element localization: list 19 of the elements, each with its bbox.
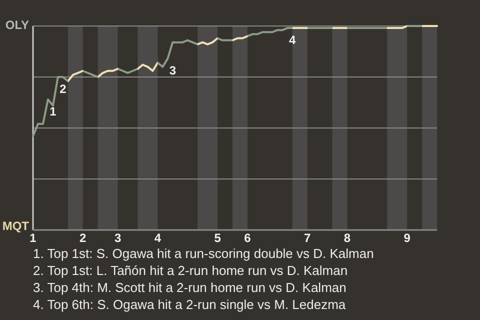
x-tick-label: 2 — [80, 231, 87, 245]
x-tick-label: 7 — [304, 231, 311, 245]
x-tick-label: 5 — [214, 231, 222, 245]
text: 3. Top 4th: M. Scott hit a 2-run home run vs D. Kalman — [33, 280, 346, 295]
text: 1. Top 1st: S. Ogawa hit a run-scoring double vs D. Kalman — [33, 246, 374, 261]
text: 4. Top 6th: S. Ogawa hit a 2-run single vs M. Ledezma — [33, 297, 346, 312]
x-tick-label: 3 — [114, 231, 122, 245]
x-tick-label: 4 — [154, 231, 162, 245]
text: 2. Top 1st: L. Tañón hit a 2-run home run vs D. Kalman — [33, 263, 348, 278]
annotation: 1 — [50, 104, 57, 118]
x-tick-label: 6 — [244, 231, 252, 245]
x-tick-label: 9 — [404, 231, 411, 245]
text: MQT — [2, 219, 30, 234]
x-tick-label: 1 — [30, 231, 37, 245]
annotation: 2 — [60, 82, 67, 96]
annotation: 3 — [169, 64, 176, 78]
x-tick-label: 8 — [344, 231, 351, 245]
ref-line-label: OLY — [5, 18, 29, 32]
annotation: 4 — [289, 33, 296, 48]
